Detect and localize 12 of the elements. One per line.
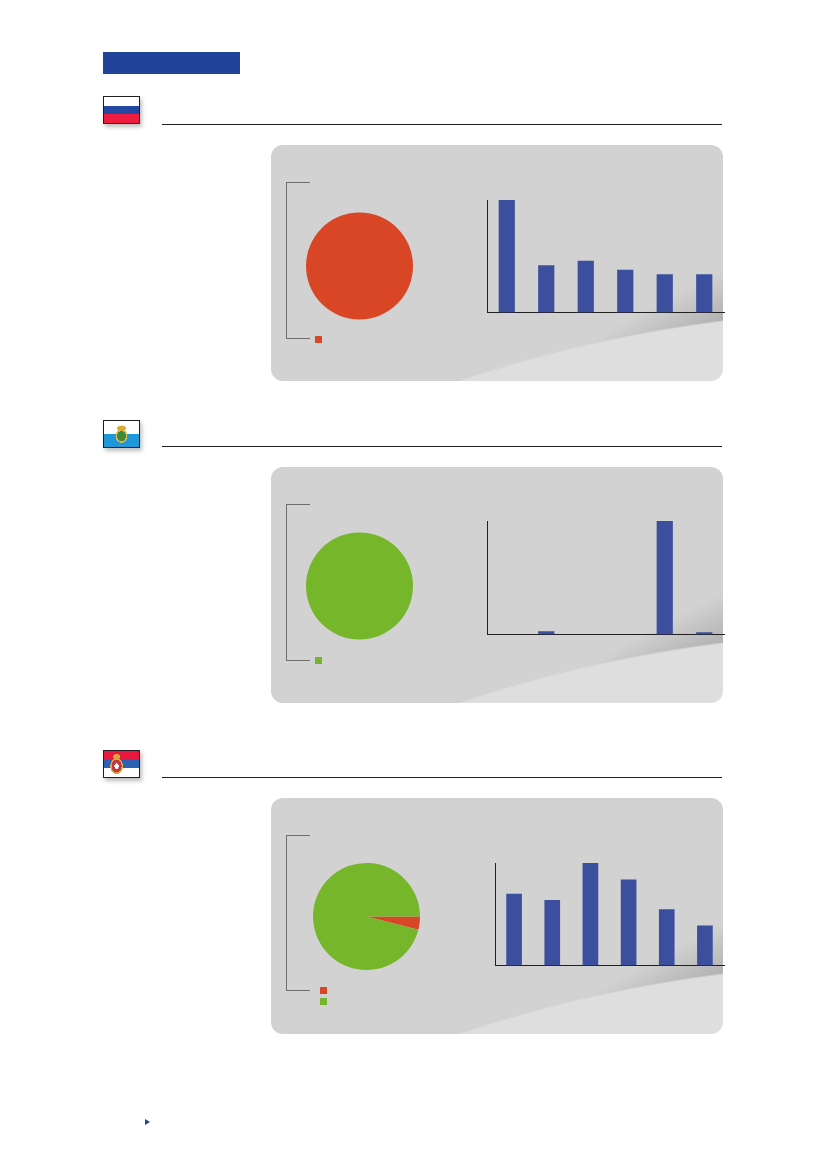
bar	[538, 265, 555, 313]
bar	[544, 899, 561, 966]
bar	[582, 863, 599, 966]
bar	[696, 274, 713, 313]
bar	[577, 260, 594, 313]
bar	[617, 269, 634, 313]
bar	[506, 893, 522, 966]
bar	[656, 274, 673, 313]
bar	[697, 925, 713, 966]
bar	[498, 200, 515, 313]
bar	[620, 879, 637, 966]
bar	[658, 909, 675, 966]
